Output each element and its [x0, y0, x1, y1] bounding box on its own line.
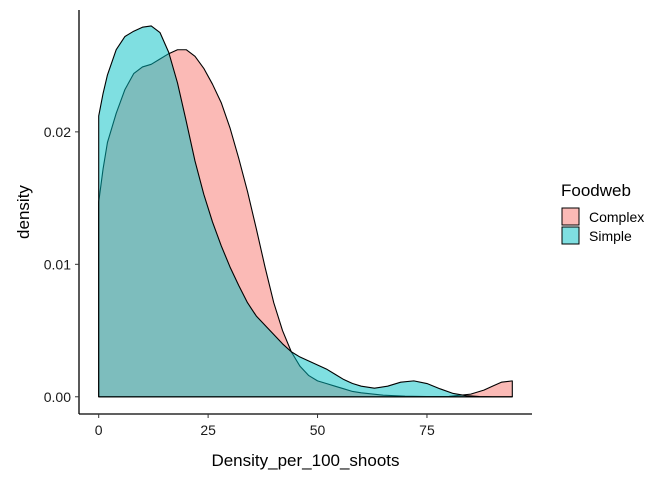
- x-tick-label: 75: [419, 422, 435, 438]
- x-axis-ticks: 0 25 50 75: [95, 414, 435, 438]
- legend-label-simple: Simple: [589, 228, 632, 244]
- legend-items: Complex Simple: [561, 207, 644, 245]
- density-area-simple: [98, 25, 513, 398]
- legend: Foodweb Complex Simple: [561, 181, 644, 245]
- x-tick-label: 0: [95, 422, 103, 438]
- y-tick-label: 0.02: [44, 124, 71, 140]
- legend-title: Foodweb: [561, 181, 631, 200]
- axes: 0 25 50 75 0.00 0.01 0.02: [44, 10, 532, 438]
- legend-key-complex: [561, 207, 580, 226]
- y-tick-label: 0.00: [44, 389, 71, 405]
- legend-key-simple: [561, 226, 580, 245]
- x-tick-label: 25: [200, 422, 216, 438]
- y-tick-label: 0.01: [44, 256, 71, 272]
- x-tick-label: 50: [310, 422, 326, 438]
- x-axis-title: Density_per_100_shoots: [211, 451, 399, 470]
- y-axis-ticks: 0.00 0.01 0.02: [44, 124, 79, 405]
- y-axis-title: density: [14, 185, 33, 239]
- legend-label-complex: Complex: [589, 209, 644, 225]
- density-areas: [98, 25, 513, 398]
